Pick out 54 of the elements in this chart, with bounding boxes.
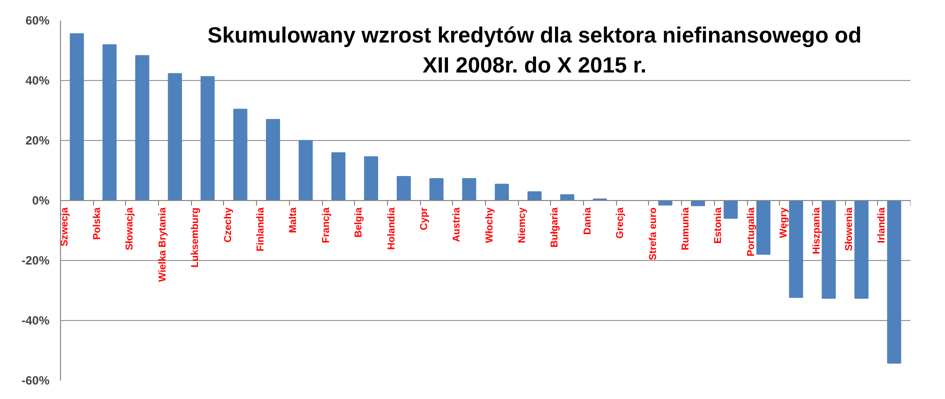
x-tick-label: Wielka Brytania [157, 207, 168, 282]
x-tick-label: Włochy [484, 207, 496, 244]
x-tick-label: Grecja [615, 207, 626, 239]
bar [364, 156, 378, 201]
x-tick-label: Belgia [354, 207, 365, 238]
x-tick-label: Słowenia [844, 207, 855, 251]
x-tick-label: Czechy [222, 207, 234, 243]
x-tick-label: Dania [582, 207, 594, 235]
bar [822, 200, 836, 299]
bar [396, 176, 411, 201]
bar [429, 178, 444, 201]
x-tick-label: Francja [320, 207, 332, 244]
bar [462, 178, 476, 201]
y-tick-label: 0% [32, 194, 50, 208]
bar [494, 184, 509, 201]
y-tick-label: -20% [21, 254, 50, 268]
bar [135, 55, 150, 201]
bar [854, 200, 868, 299]
bar [756, 200, 770, 255]
x-tick-label: Niemcy [517, 207, 528, 244]
x-tick-label: Polska [92, 207, 104, 240]
x-tick-label: Finlandia [256, 207, 266, 252]
x-tick-label: Bułgaria [550, 207, 561, 248]
x-tick-label: Hiszpania [811, 207, 822, 254]
bar [200, 76, 215, 201]
y-tick-label: -40% [21, 314, 50, 328]
bar [298, 140, 313, 201]
y-tick-label: 60% [25, 14, 50, 28]
bar [724, 200, 738, 219]
x-tick-label: Słowacja [124, 207, 136, 250]
x-tick-label: Rumunia [680, 207, 692, 250]
bar [887, 200, 902, 364]
bar [789, 200, 804, 298]
x-tick-label: Irlandia [876, 207, 888, 244]
x-tick-label: Węgry [778, 207, 790, 238]
x-tick-label: Strefa euro [648, 207, 659, 260]
text: Skumulowany wzrost kredytów dla sektora niefinansowego od XII 2008r. do X 2015 r. [208, 22, 862, 78]
y-tick-label: -60% [21, 374, 50, 388]
x-tick-label: Cypr [418, 207, 430, 230]
bar [233, 108, 248, 201]
x-tick-label: Luksemburg [190, 207, 202, 268]
bar [102, 44, 117, 201]
x-tick-label: Portugalia [746, 207, 757, 256]
x-tick-label: Szwecja [59, 207, 70, 246]
x-tick-label: Austria [452, 207, 463, 242]
bar [168, 73, 182, 201]
bar [266, 119, 280, 201]
x-tick-label: Malta [288, 207, 300, 234]
bar [70, 33, 84, 201]
x-tick-label: Estonia [713, 207, 724, 244]
bar [331, 152, 346, 201]
y-tick-label: 40% [25, 74, 50, 88]
x-tick-label: Holandia [386, 207, 398, 250]
y-tick-label: 20% [25, 134, 50, 148]
